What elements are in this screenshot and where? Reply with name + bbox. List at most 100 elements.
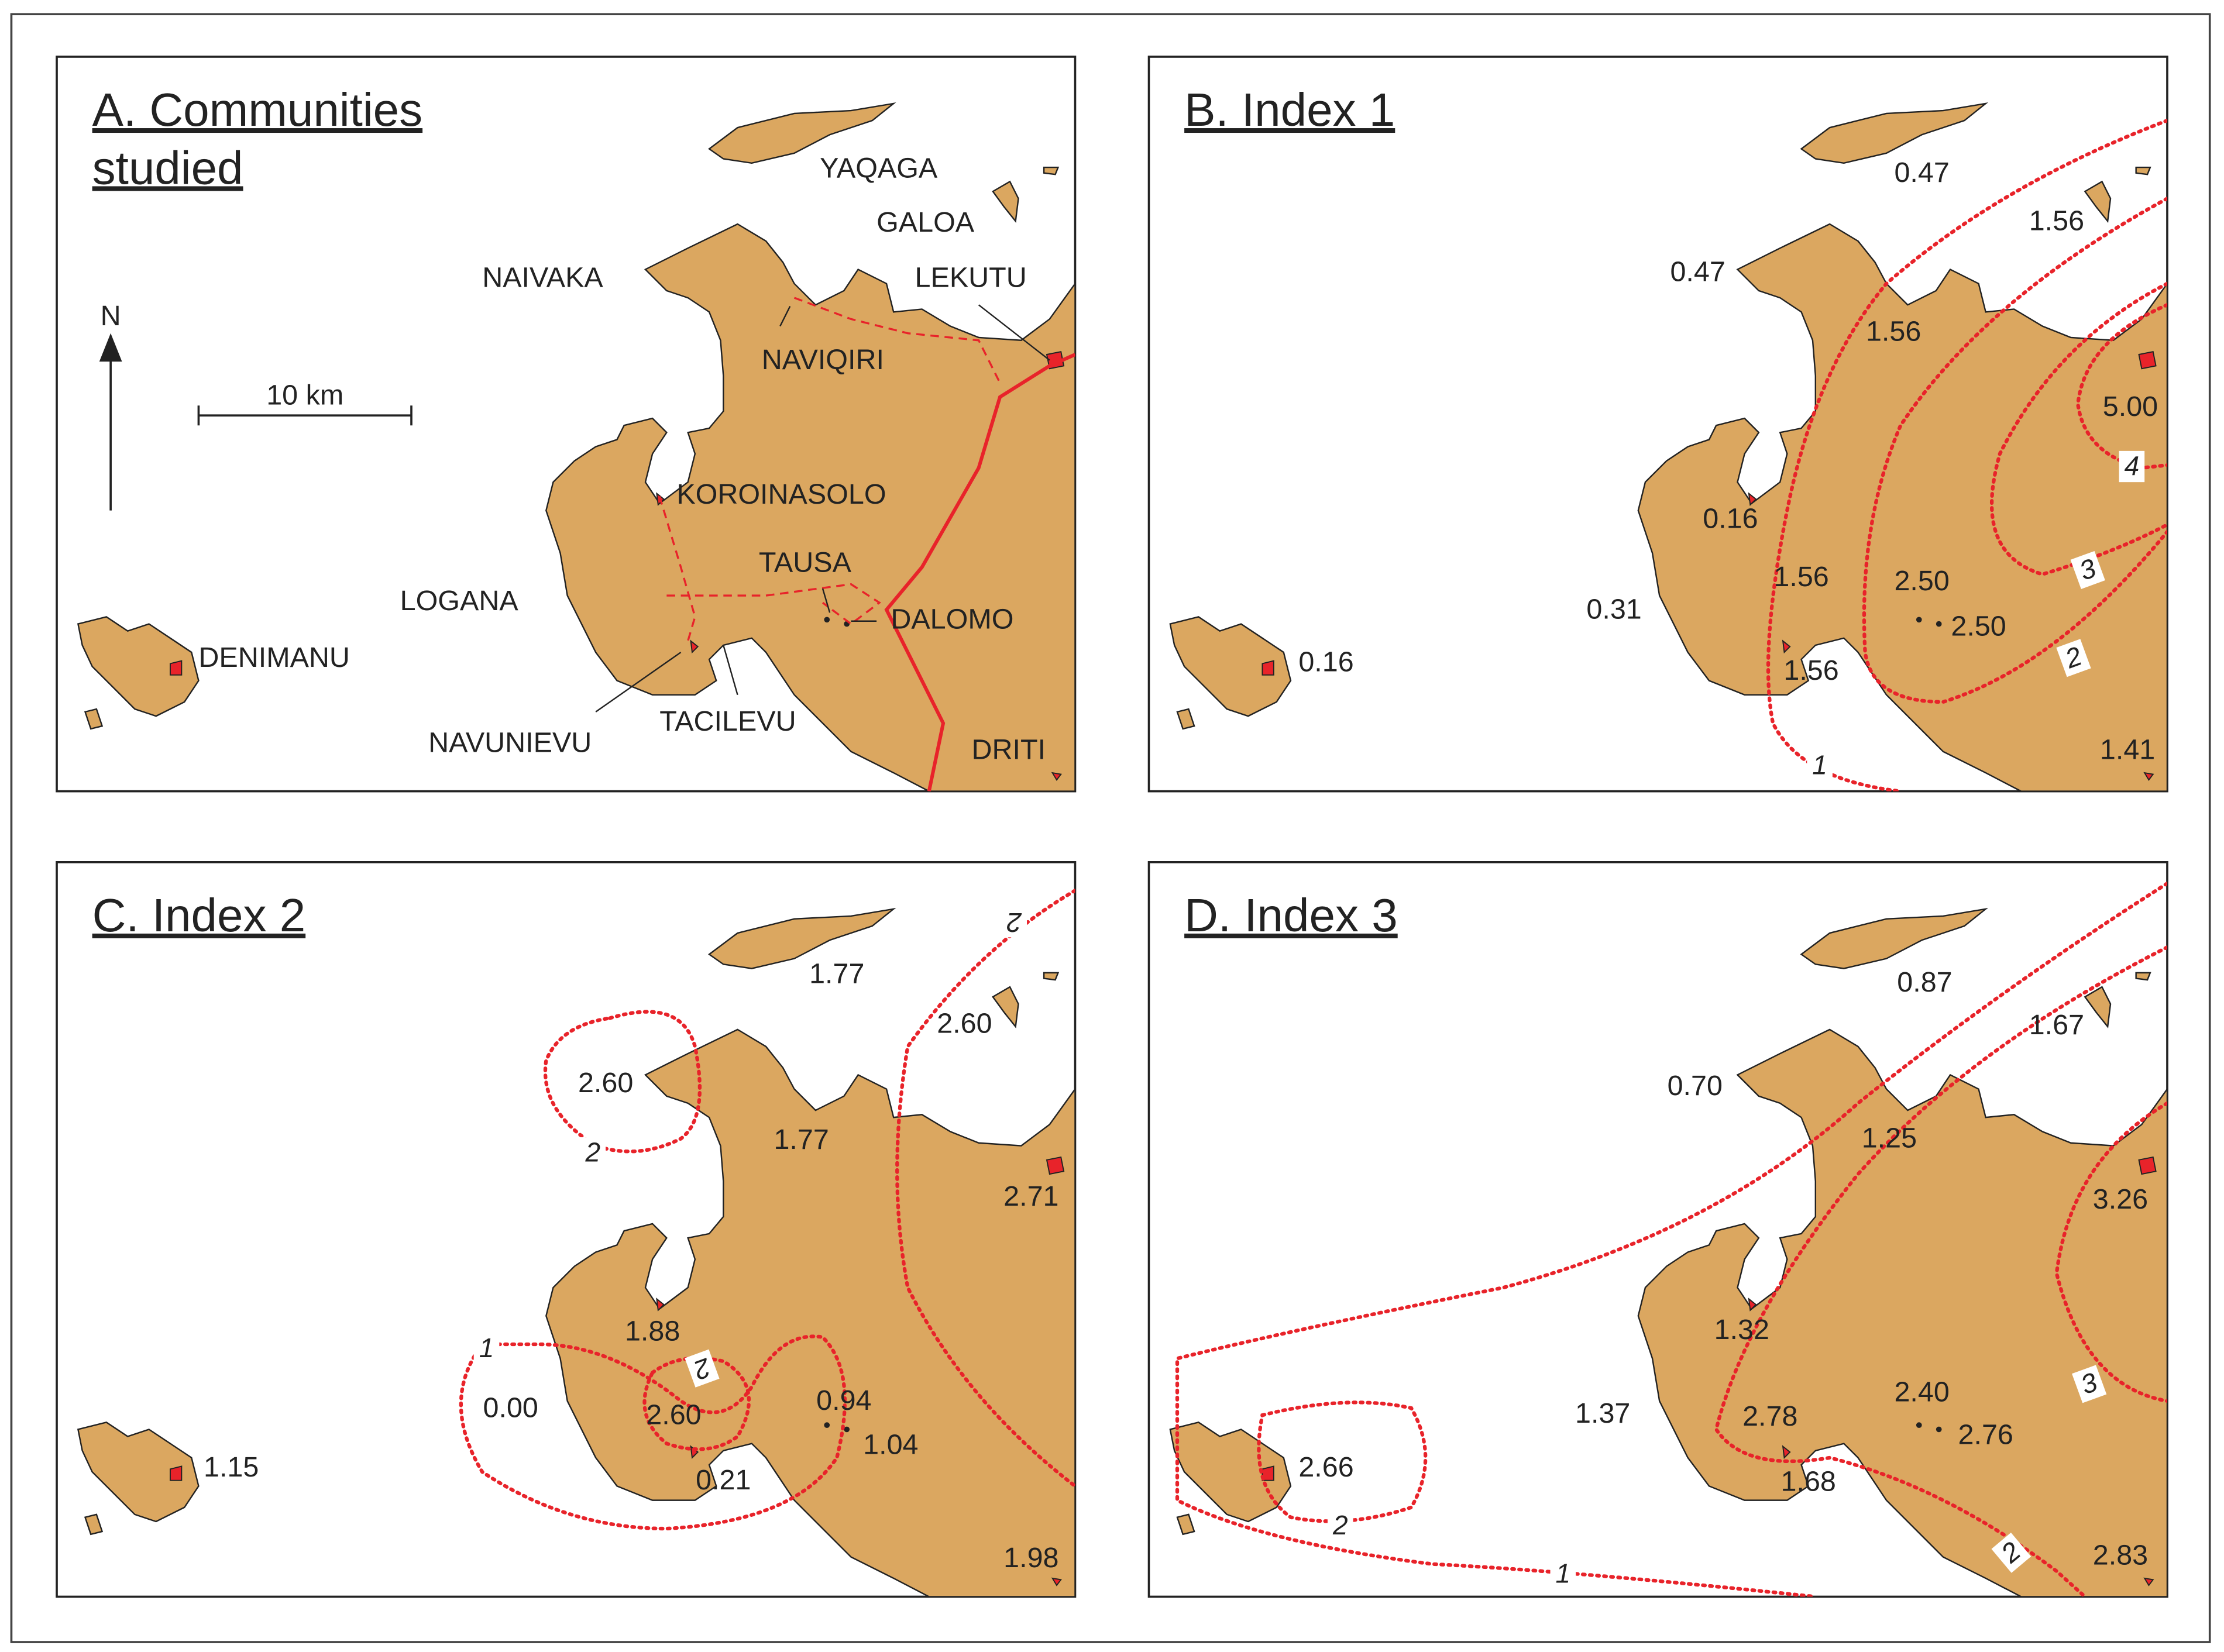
index-value: 1.25 — [1862, 1123, 1917, 1154]
contour-label: 2 — [685, 1349, 720, 1388]
place-label: TAUSA — [759, 547, 852, 579]
contour-label: 1 — [473, 1333, 500, 1364]
map — [77, 102, 1075, 791]
contour-label: 2 — [2056, 639, 2091, 677]
contour-label-text: 1 — [1556, 1558, 1571, 1588]
contour-label: 4 — [2119, 450, 2145, 483]
contour-label-bg — [1807, 750, 1833, 782]
index-value: 1.56 — [2029, 205, 2084, 236]
index-value: 0.16 — [1703, 503, 1758, 534]
place-label: YAQAGA — [820, 153, 938, 184]
contour-label-bg — [1550, 1558, 1576, 1590]
place-label: NAVUNIEVU — [428, 727, 592, 758]
panel-title: A. Communities — [92, 84, 422, 136]
index-value: 0.70 — [1668, 1070, 1723, 1102]
contour-label-bg — [2056, 639, 2091, 677]
contour-label: 1 — [1807, 750, 1833, 782]
index-value: 2.78 — [1742, 1400, 1797, 1432]
index-value: 1.56 — [1783, 655, 1838, 686]
contour-label-bg — [473, 1333, 500, 1364]
contour-label-bg — [1991, 1532, 2031, 1573]
contour-label: 2 — [580, 1137, 606, 1169]
index-value: 1.68 — [1781, 1465, 1836, 1497]
place-label: LOGANA — [400, 585, 519, 617]
contour-label-bg — [1001, 906, 1027, 938]
contour-label-bg — [2072, 1365, 2107, 1403]
contour-label: 2 — [1327, 1510, 1353, 1541]
contour-label-text: 1 — [1812, 750, 1827, 780]
index-value: 2.83 — [2093, 1539, 2148, 1571]
scale-bar — [197, 405, 413, 426]
place-label: NAVIQIRI — [762, 344, 884, 376]
figure-frame — [10, 13, 2211, 1643]
place-label: DENIMANU — [198, 642, 350, 673]
scale-label: 10 km — [266, 380, 343, 411]
contour-label-bg — [2070, 550, 2105, 589]
panel-title: studied — [92, 142, 243, 194]
contour-label: 1 — [1550, 1558, 1576, 1590]
index-value: 0.16 — [1298, 646, 1353, 677]
panel-title: C. Index 2 — [92, 889, 306, 941]
place-label: GALOA — [876, 206, 975, 238]
index-value: 1.41 — [2100, 734, 2155, 766]
place-label: DRITI — [972, 734, 1046, 766]
north-label: N — [101, 300, 121, 332]
index-value: 0.47 — [1670, 256, 1725, 288]
index-value: 2.66 — [1298, 1451, 1353, 1483]
panel-title: D. Index 3 — [1184, 889, 1398, 941]
index-value: 2.50 — [1894, 565, 1949, 597]
place-label: DALOMO — [891, 604, 1013, 635]
index-value: 2.50 — [1951, 611, 2006, 642]
north-arrow-head — [99, 333, 122, 362]
contour-label-text: 2 — [1006, 907, 1022, 938]
index-value: 0.47 — [1894, 157, 1949, 188]
place-label: KOROINASOLO — [676, 479, 886, 510]
index-value: 1.67 — [2029, 1009, 2084, 1041]
contour-label: 2 — [1001, 906, 1027, 938]
panel-b: B. Index 1 0.47 1.56 0.47 1.56 5.00 0.16 1.56 2.… — [1147, 56, 2168, 793]
contour-label: 3 — [2072, 1365, 2107, 1403]
index-value: 1.88 — [625, 1315, 680, 1347]
panel-d: D. Index 3 0.87 1.67 0.70 1.25 3.26 1.32 2.40 1.… — [1147, 861, 2168, 1598]
index-value: 2.40 — [1894, 1376, 1949, 1408]
contour-label-text: 2 — [1332, 1510, 1348, 1540]
index-value: 1.15 — [204, 1451, 259, 1483]
index-value: 0.00 — [483, 1392, 538, 1423]
place-label: NAIVAKA — [482, 261, 603, 293]
index-value: 2.60 — [937, 1007, 992, 1039]
index-value: 0.94 — [816, 1385, 871, 1416]
index-value: 0.31 — [1586, 594, 1641, 625]
contour-label-bg — [580, 1137, 606, 1169]
panel-c: C. Index 2 1.77 2.60 2.60 1.77 2.71 1.88 0.00 2.… — [56, 861, 1077, 1598]
panel-a: N 10 km A. Communities studied YAQAGA GALOA… — [56, 56, 1077, 793]
contour-label-bg — [685, 1349, 720, 1388]
index-value: 2.60 — [646, 1399, 701, 1430]
index-value: 1.56 — [1773, 561, 1828, 593]
index-value: 5.00 — [2103, 391, 2158, 422]
contour-label-text: 2 — [585, 1137, 600, 1167]
index-value: 1.56 — [1866, 315, 1921, 347]
index-value: 1.77 — [809, 958, 864, 990]
index-value: 3.26 — [2093, 1183, 2148, 1215]
place-label: TACILEVU — [659, 705, 796, 737]
panel-title: B. Index 1 — [1184, 84, 1395, 136]
index-value: 1.98 — [1003, 1542, 1058, 1574]
contour-label-bg — [1327, 1510, 1353, 1541]
index-value: 2.60 — [578, 1067, 633, 1099]
index-value: 1.77 — [774, 1124, 829, 1155]
map — [1169, 882, 2167, 1597]
index-value: 2.76 — [1958, 1419, 2013, 1450]
index-value: 1.04 — [863, 1429, 918, 1460]
place-label: LEKUTU — [915, 261, 1027, 293]
contour-label-text: 1 — [479, 1333, 494, 1363]
index-value: 1.37 — [1575, 1398, 1630, 1429]
index-value: 2.71 — [1003, 1181, 1058, 1212]
index-value: 0.87 — [1897, 966, 1952, 998]
index-value: 1.32 — [1714, 1314, 1769, 1345]
contour-label: 3 — [2070, 550, 2105, 589]
contour-label-text: 4 — [2125, 450, 2140, 481]
index-value: 0.21 — [696, 1464, 751, 1496]
contour-label-bg — [2119, 450, 2145, 483]
map — [1169, 102, 2167, 791]
